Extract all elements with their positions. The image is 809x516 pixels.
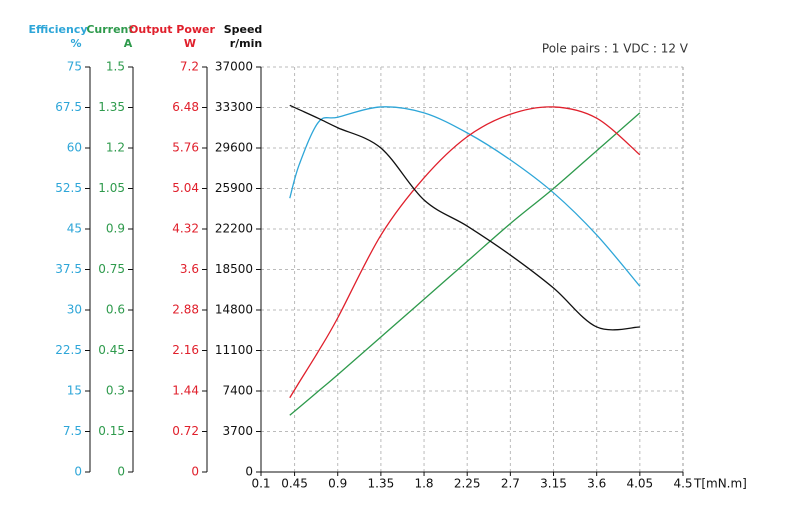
y-tick-label: 1.2 [106,141,125,155]
x-tick-label: 3.6 [587,477,606,491]
y-tick-label: 6.48 [172,100,199,114]
y-tick-label: 3700 [222,424,253,438]
x-tick-label: 3.15 [540,477,567,491]
y-tick-label: 37000 [215,60,253,74]
y-axis-title: Output Power [129,23,215,36]
y-tick-label: 4.32 [172,222,199,236]
y-axis-title: Efficiency [28,23,87,36]
y-tick-label: 60 [67,141,82,155]
annotation: Pole pairs : 1 VDC : 12 V [542,42,689,56]
y-tick-label: 0.75 [98,262,125,276]
line [289,112,641,416]
y-tick-label: 7.2 [180,60,199,74]
y-axis-unit: % [70,37,81,50]
x-tick-label: 1.8 [414,477,433,491]
y-axis-unit: A [124,37,133,50]
y-tick-label: 15 [67,384,82,398]
x-tick-label: 2.25 [454,477,481,491]
y-tick-label: 30 [67,303,82,317]
y-tick-label: 1.44 [172,384,199,398]
y-tick-label: 75 [67,60,82,74]
line [289,104,640,331]
y-axis-unit: W [184,37,196,50]
y-tick-label: 7400 [222,384,253,398]
y-tick-label: 67.5 [55,100,82,114]
y-axis-title: Speed [224,23,263,36]
y-axis-unit: r/min [230,37,263,50]
y-tick-label: 5.76 [172,141,199,155]
y-tick-label: 52.5 [55,181,82,195]
y-tick-label: 18500 [215,262,253,276]
line [289,106,641,287]
x-tick-label: 4.5 [673,477,692,491]
y-tick-label: 29600 [215,141,253,155]
y-tick-label: 1.05 [98,181,125,195]
y-tick-label: 7.5 [63,424,82,438]
y-tick-label: 45 [67,222,82,236]
x-tick-label: 4.05 [626,477,653,491]
y-tick-label: 0.9 [106,222,125,236]
x-tick-label: 0.9 [328,477,347,491]
y-tick-label: 0.45 [98,343,125,357]
y-tick-label: 0.3 [106,384,125,398]
y-tick-label: 0 [245,465,253,479]
y-tick-label: 3.6 [180,262,199,276]
x-tick-label: 0.45 [281,477,308,491]
x-tick-label: 2.7 [501,477,520,491]
y-tick-label: 0.15 [98,424,125,438]
y-tick-label: 0 [191,465,199,479]
y-tick-label: 2.88 [172,303,199,317]
y-tick-label: 0.6 [106,303,125,317]
y-tick-label: 11100 [215,343,253,357]
y-tick-label: 0.72 [172,424,199,438]
y-tick-label: 0 [74,465,82,479]
x-tick-label: 0.1 [251,477,270,491]
y-tick-label: 5.04 [172,181,199,195]
y-tick-label: 1.35 [98,100,125,114]
y-tick-label: 14800 [215,303,253,317]
y-tick-label: 2.16 [172,343,199,357]
y-tick-label: 25900 [215,181,253,195]
y-axis-title: Current [86,23,133,36]
x-axis-label: T[mN.m] [693,477,747,491]
y-tick-label: 22.5 [55,343,82,357]
y-tick-label: 33300 [215,100,253,114]
y-tick-label: 0 [117,465,125,479]
y-tick-label: 22200 [215,222,253,236]
y-tick-label: 1.5 [106,60,125,74]
line [289,106,641,399]
x-tick-label: 1.35 [368,477,395,491]
y-tick-label: 37.5 [55,262,82,276]
